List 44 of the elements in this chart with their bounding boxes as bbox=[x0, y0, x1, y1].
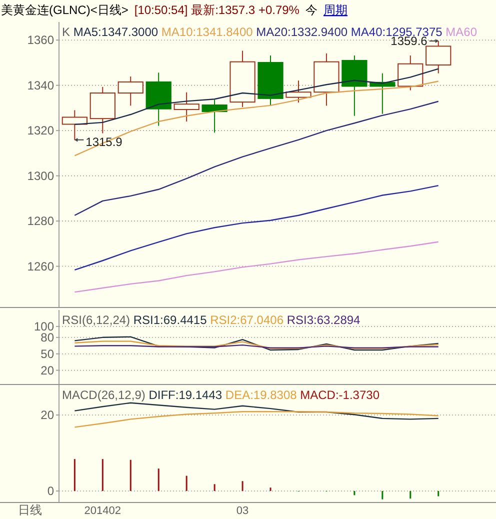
y-tick-label: 1320 bbox=[27, 124, 54, 138]
line-series bbox=[74, 402, 439, 420]
candlestick bbox=[146, 72, 172, 126]
legend-title: K bbox=[62, 25, 74, 39]
y-tick-label: 20 bbox=[40, 408, 54, 422]
text: MA10:1341.8400 bbox=[161, 25, 256, 39]
series-label: RSI1:69.4415 bbox=[133, 313, 210, 327]
candlestick bbox=[230, 50, 256, 108]
y-tick-label: 0 bbox=[47, 484, 54, 498]
candlestick bbox=[174, 92, 200, 122]
y-tick-label: 20 bbox=[40, 363, 54, 378]
chart-title: 美黄金连(GLNC)<日线> bbox=[1, 3, 128, 17]
line-series bbox=[74, 340, 439, 349]
line-series bbox=[74, 241, 439, 293]
x-tick-label: 201402 bbox=[84, 505, 122, 517]
text: 日线 bbox=[18, 503, 42, 517]
text: MA5:1347.3000 bbox=[73, 25, 162, 39]
candlestick bbox=[90, 86, 116, 134]
line-series bbox=[74, 80, 439, 156]
candlestick bbox=[118, 76, 144, 106]
text: MA20:1332.9400 bbox=[256, 25, 351, 39]
series-label: DIFF:19.1443 bbox=[148, 388, 226, 402]
text: MA60 bbox=[446, 25, 478, 39]
line-series bbox=[74, 410, 439, 428]
text: 今 bbox=[305, 3, 318, 17]
candlestick bbox=[314, 52, 340, 106]
line-series bbox=[74, 100, 439, 216]
text: MACD:-1.3730 bbox=[300, 388, 380, 402]
candlestick bbox=[342, 54, 368, 116]
y-tick-label: 1360 bbox=[27, 33, 54, 48]
y-tick-label: 1300 bbox=[27, 168, 54, 183]
y-tick-label: 1280 bbox=[27, 214, 54, 228]
line-series bbox=[74, 184, 439, 270]
series-label: RSI3:63.2894 bbox=[286, 313, 361, 327]
legend-title: RSI(6,12,24) bbox=[62, 313, 134, 327]
y-tick-label: 50 bbox=[40, 346, 54, 361]
y-tick-label: 1340 bbox=[27, 78, 54, 92]
series-label: DEA:19.8308 bbox=[225, 388, 300, 402]
legend-title: MACD(26,12,9) bbox=[62, 388, 149, 402]
y-tick-label: 1260 bbox=[27, 259, 54, 274]
series-label: RSI2:67.0406 bbox=[210, 313, 287, 327]
chart-subtitle: [10:50:54] 最新:1357.3 +0.79% bbox=[134, 3, 300, 17]
x-tick-label: 03 bbox=[236, 505, 249, 517]
text: 周期 bbox=[323, 3, 348, 17]
